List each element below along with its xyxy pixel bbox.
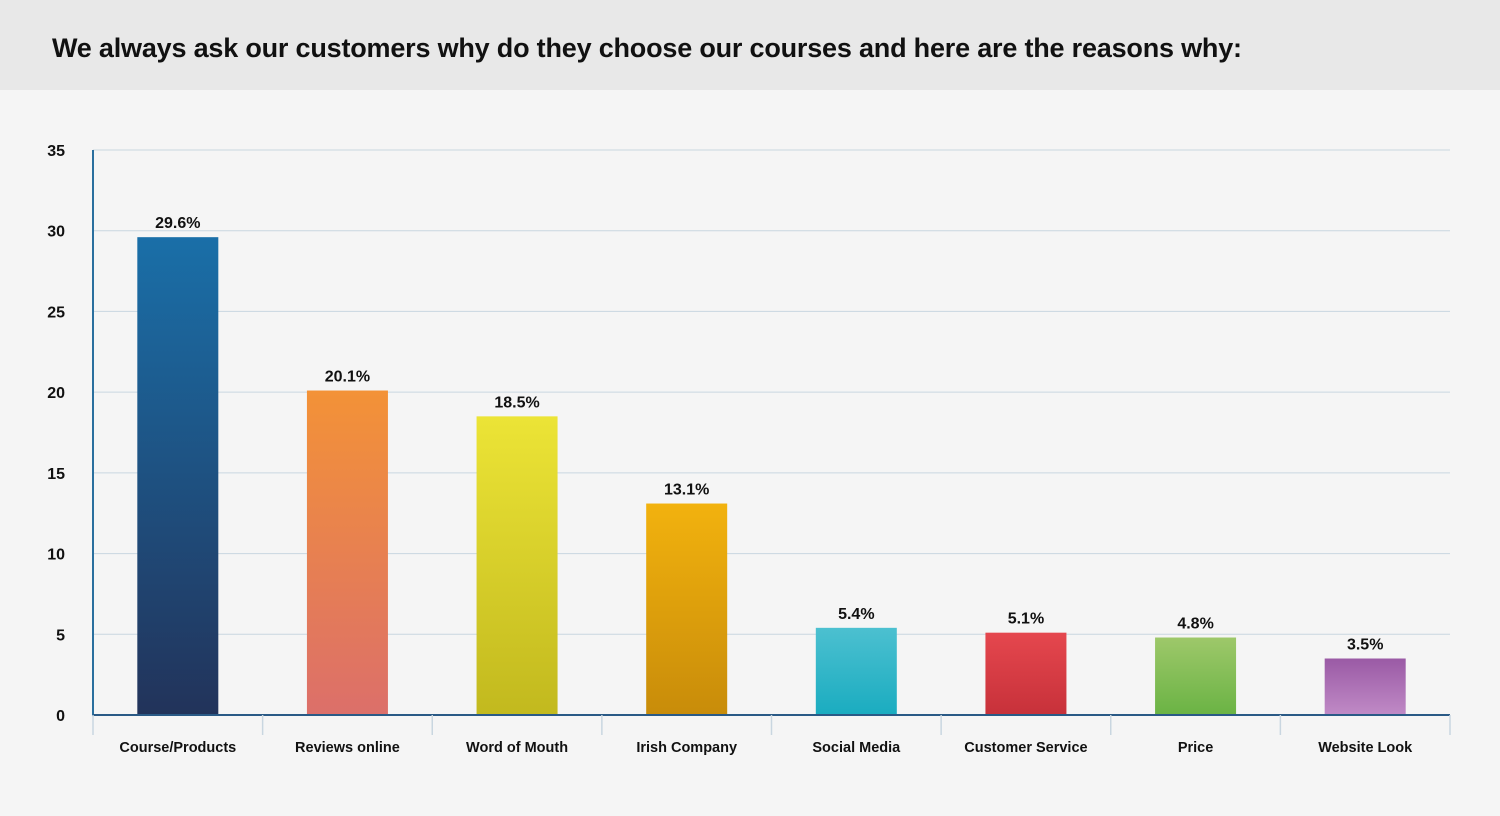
data-label: 18.5%	[494, 394, 539, 411]
y-tick-label: 15	[47, 466, 65, 483]
x-tick-label: Irish Company	[636, 740, 737, 756]
bar-website-look	[1324, 658, 1406, 715]
bar-reviews-online	[306, 390, 388, 715]
data-label: 4.8%	[1177, 616, 1213, 633]
data-label: 13.1%	[664, 482, 709, 499]
x-tick-label: Customer Service	[964, 740, 1087, 756]
bar-word-of-mouth	[476, 416, 558, 715]
x-tick-label: Social Media	[812, 740, 901, 756]
x-axis-ticks: Course/Products Reviews online Word of Mou…	[92, 715, 1451, 756]
x-tick-label: Website Look	[1318, 740, 1413, 756]
data-label: 5.4%	[838, 606, 874, 623]
y-tick-label: 20	[47, 385, 65, 402]
data-label: 20.1%	[325, 369, 370, 386]
chart-container: 0 5 10 15 20 25 30 35 29.6% 20.1% 18.5% 13.1% 5.4% 5…	[0, 90, 1500, 811]
y-tick-label: 30	[47, 224, 65, 241]
data-labels: 29.6% 20.1% 18.5% 13.1% 5.4% 5.1% 4.8% 3.5%	[155, 215, 1383, 653]
x-tick-label: Word of Mouth	[466, 740, 568, 756]
x-tick-label: Price	[1178, 740, 1213, 756]
data-label: 5.1%	[1008, 611, 1044, 628]
bar-course-products	[137, 237, 219, 715]
y-tick-label: 10	[47, 547, 65, 564]
bars	[137, 237, 1406, 715]
header-banner: We always ask our customers why do they …	[0, 0, 1500, 90]
bar-price	[1155, 637, 1237, 715]
y-axis-ticks: 0 5 10 15 20 25 30 35	[47, 143, 65, 725]
data-label: 29.6%	[155, 215, 200, 232]
y-tick-label: 5	[56, 627, 65, 644]
bar-customer-service	[985, 632, 1067, 715]
x-tick-label: Reviews online	[295, 740, 400, 756]
y-tick-label: 25	[47, 304, 65, 321]
data-label: 3.5%	[1347, 637, 1383, 654]
y-tick-label: 0	[56, 708, 65, 725]
bar-chart: 0 5 10 15 20 25 30 35 29.6% 20.1% 18.5% 13.1% 5.4% 5…	[47, 143, 1451, 756]
bar-social-media	[815, 627, 897, 715]
axes	[92, 150, 1450, 716]
y-tick-label: 35	[47, 143, 65, 160]
x-tick-label: Course/Products	[119, 740, 236, 756]
bar-irish-company	[646, 503, 728, 715]
gridlines	[93, 149, 1450, 635]
page-title: We always ask our customers why do they …	[52, 33, 1242, 63]
